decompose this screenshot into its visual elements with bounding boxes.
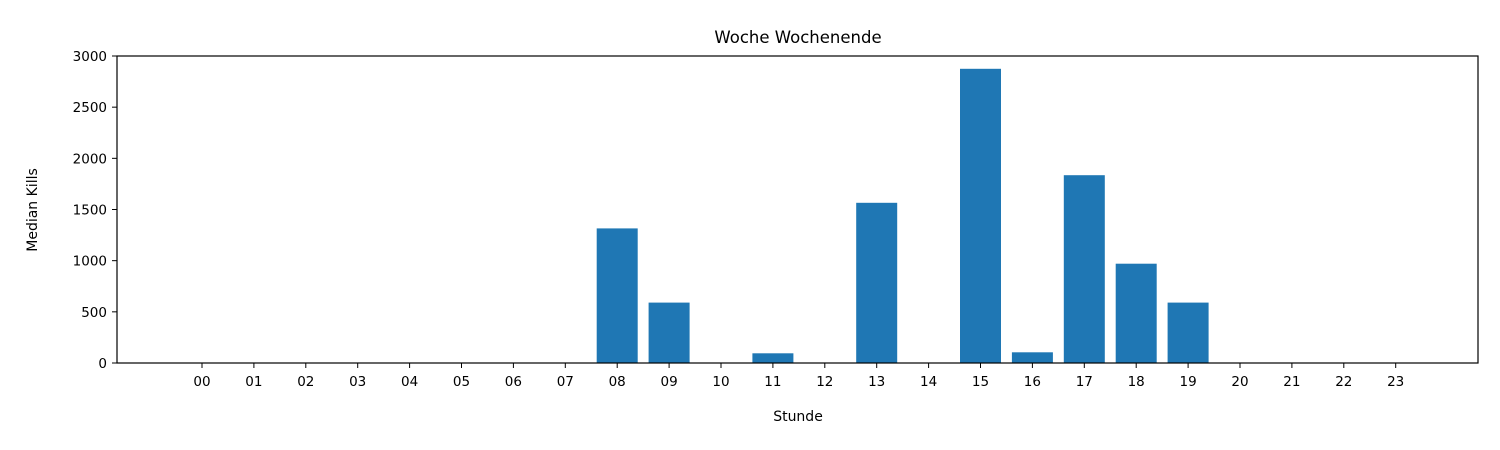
x-tick-label: 18 — [1128, 374, 1145, 390]
x-tick-label: 17 — [1076, 374, 1093, 390]
x-tick-label: 11 — [764, 374, 781, 390]
x-tick-label: 23 — [1387, 374, 1404, 390]
x-tick-label: 07 — [557, 374, 574, 390]
x-tick-label: 14 — [920, 374, 937, 390]
x-tick-label: 15 — [972, 374, 989, 390]
x-tick-label: 21 — [1283, 374, 1300, 390]
plot-frame — [116, 55, 1479, 364]
y-tick-label: 1000 — [73, 254, 107, 270]
bar-16 — [1011, 352, 1053, 363]
y-axis-label: Median Kills — [25, 168, 41, 252]
x-tick-label: 05 — [453, 374, 470, 390]
y-tick-label: 2500 — [73, 100, 107, 116]
x-tick-label: 02 — [297, 374, 314, 390]
x-tick-label: 06 — [505, 374, 522, 390]
y-tick-label: 1500 — [73, 203, 107, 219]
x-tick-label: 10 — [712, 374, 729, 390]
y-axis-ticks: 0 500 1000 1500 2000 2500 3000 — [73, 49, 117, 372]
bar-09 — [648, 302, 690, 363]
x-tick-label: 08 — [609, 374, 626, 390]
x-tick-label: 16 — [1024, 374, 1041, 390]
x-tick-label: 03 — [349, 374, 366, 390]
x-tick-label: 04 — [401, 374, 418, 390]
bars-group — [596, 68, 1209, 364]
y-tick-label: 2000 — [73, 151, 107, 167]
x-axis-label: Stunde — [773, 409, 823, 425]
x-tick-label: 09 — [661, 374, 678, 390]
chart-title: Woche Wochenende — [714, 28, 881, 47]
bar-18 — [1115, 263, 1157, 363]
bar-19 — [1167, 302, 1209, 363]
x-tick-label: 22 — [1335, 374, 1352, 390]
x-tick-label: 12 — [816, 374, 833, 390]
x-tick-label: 00 — [193, 374, 210, 390]
x-axis-ticks: 00 01 02 03 04 05 06 07 08 09 10 11 12 13 14 15 16 17 18 19… — [193, 363, 1404, 390]
x-tick-label: 20 — [1231, 374, 1248, 390]
bar-17 — [1063, 175, 1105, 363]
bar-08 — [596, 228, 638, 363]
x-tick-label: 19 — [1180, 374, 1197, 390]
bar-15 — [960, 68, 1001, 364]
y-tick-label: 3000 — [73, 49, 107, 65]
bar-13 — [856, 202, 898, 363]
x-tick-label: 13 — [868, 374, 885, 390]
y-tick-label: 500 — [81, 305, 107, 321]
bar-11 — [752, 353, 794, 363]
x-tick-label: 01 — [245, 374, 262, 390]
y-tick-label: 0 — [98, 356, 107, 372]
